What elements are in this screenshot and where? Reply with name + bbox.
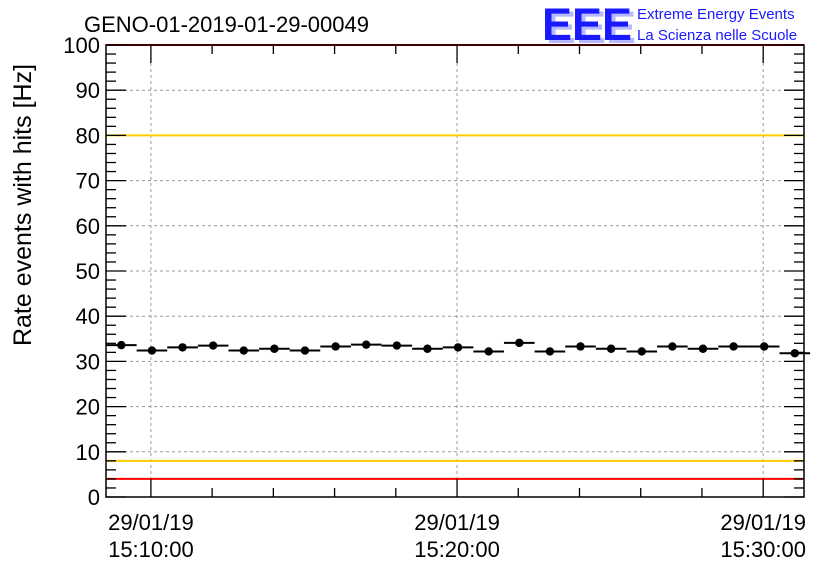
y-tick-label: 30 [76, 349, 100, 374]
x-tick-label-date: 29/01/19 [720, 510, 806, 535]
data-point [208, 341, 218, 350]
x-tick-label-date: 29/01/19 [414, 510, 500, 535]
data-point [637, 347, 646, 356]
logo-mark-front: EEE [542, 0, 632, 50]
logo-line-1: Extreme Energy Events [637, 6, 795, 23]
data-point [515, 338, 524, 348]
data-point [760, 342, 769, 351]
chart-title: GENO-01-2019-01-29-00049 [84, 12, 369, 37]
data-point [147, 346, 157, 355]
data-point [545, 347, 555, 356]
y-axis-label: Rate events with hits [Hz] [9, 64, 37, 346]
x-tick-label-time: 15:10:00 [108, 537, 194, 562]
data-point [117, 340, 126, 350]
y-tick-label: 10 [76, 440, 100, 465]
data-series [106, 338, 811, 358]
axes: 010203040506070809010029/01/1915:10:0029… [63, 33, 806, 562]
data-point [790, 349, 800, 358]
data-point [729, 342, 738, 351]
data-point [698, 344, 708, 353]
data-point [178, 343, 187, 352]
y-tick-label: 40 [76, 304, 100, 329]
data-point [270, 344, 279, 353]
x-tick-label-time: 15:20:00 [414, 537, 500, 562]
data-point [331, 342, 340, 351]
y-tick-label: 80 [76, 123, 100, 148]
data-point [362, 340, 371, 349]
data-point [453, 343, 463, 352]
x-tick-label-time: 15:30:00 [720, 537, 806, 562]
data-point [668, 342, 677, 351]
y-tick-label: 70 [76, 169, 100, 194]
data-point [576, 342, 585, 351]
data-point [606, 344, 616, 353]
data-point [392, 341, 402, 350]
logo-line-2: La Scienza nelle Scuole [637, 27, 797, 44]
y-tick-label: 0 [88, 485, 100, 510]
y-tick-label: 50 [76, 259, 100, 284]
data-point [300, 346, 310, 355]
grid [106, 45, 804, 497]
data-point [239, 346, 248, 355]
y-tick-label: 60 [76, 214, 100, 239]
eee-logo: EEE EEE Extreme Energy Events La Scienza… [542, 0, 797, 53]
reference-lines [106, 44, 804, 480]
y-tick-label: 100 [63, 33, 100, 58]
y-tick-label: 20 [76, 395, 100, 420]
data-point [423, 344, 432, 353]
x-tick-label-date: 29/01/19 [108, 510, 194, 535]
data-point [484, 347, 493, 356]
y-tick-label: 90 [76, 78, 100, 103]
